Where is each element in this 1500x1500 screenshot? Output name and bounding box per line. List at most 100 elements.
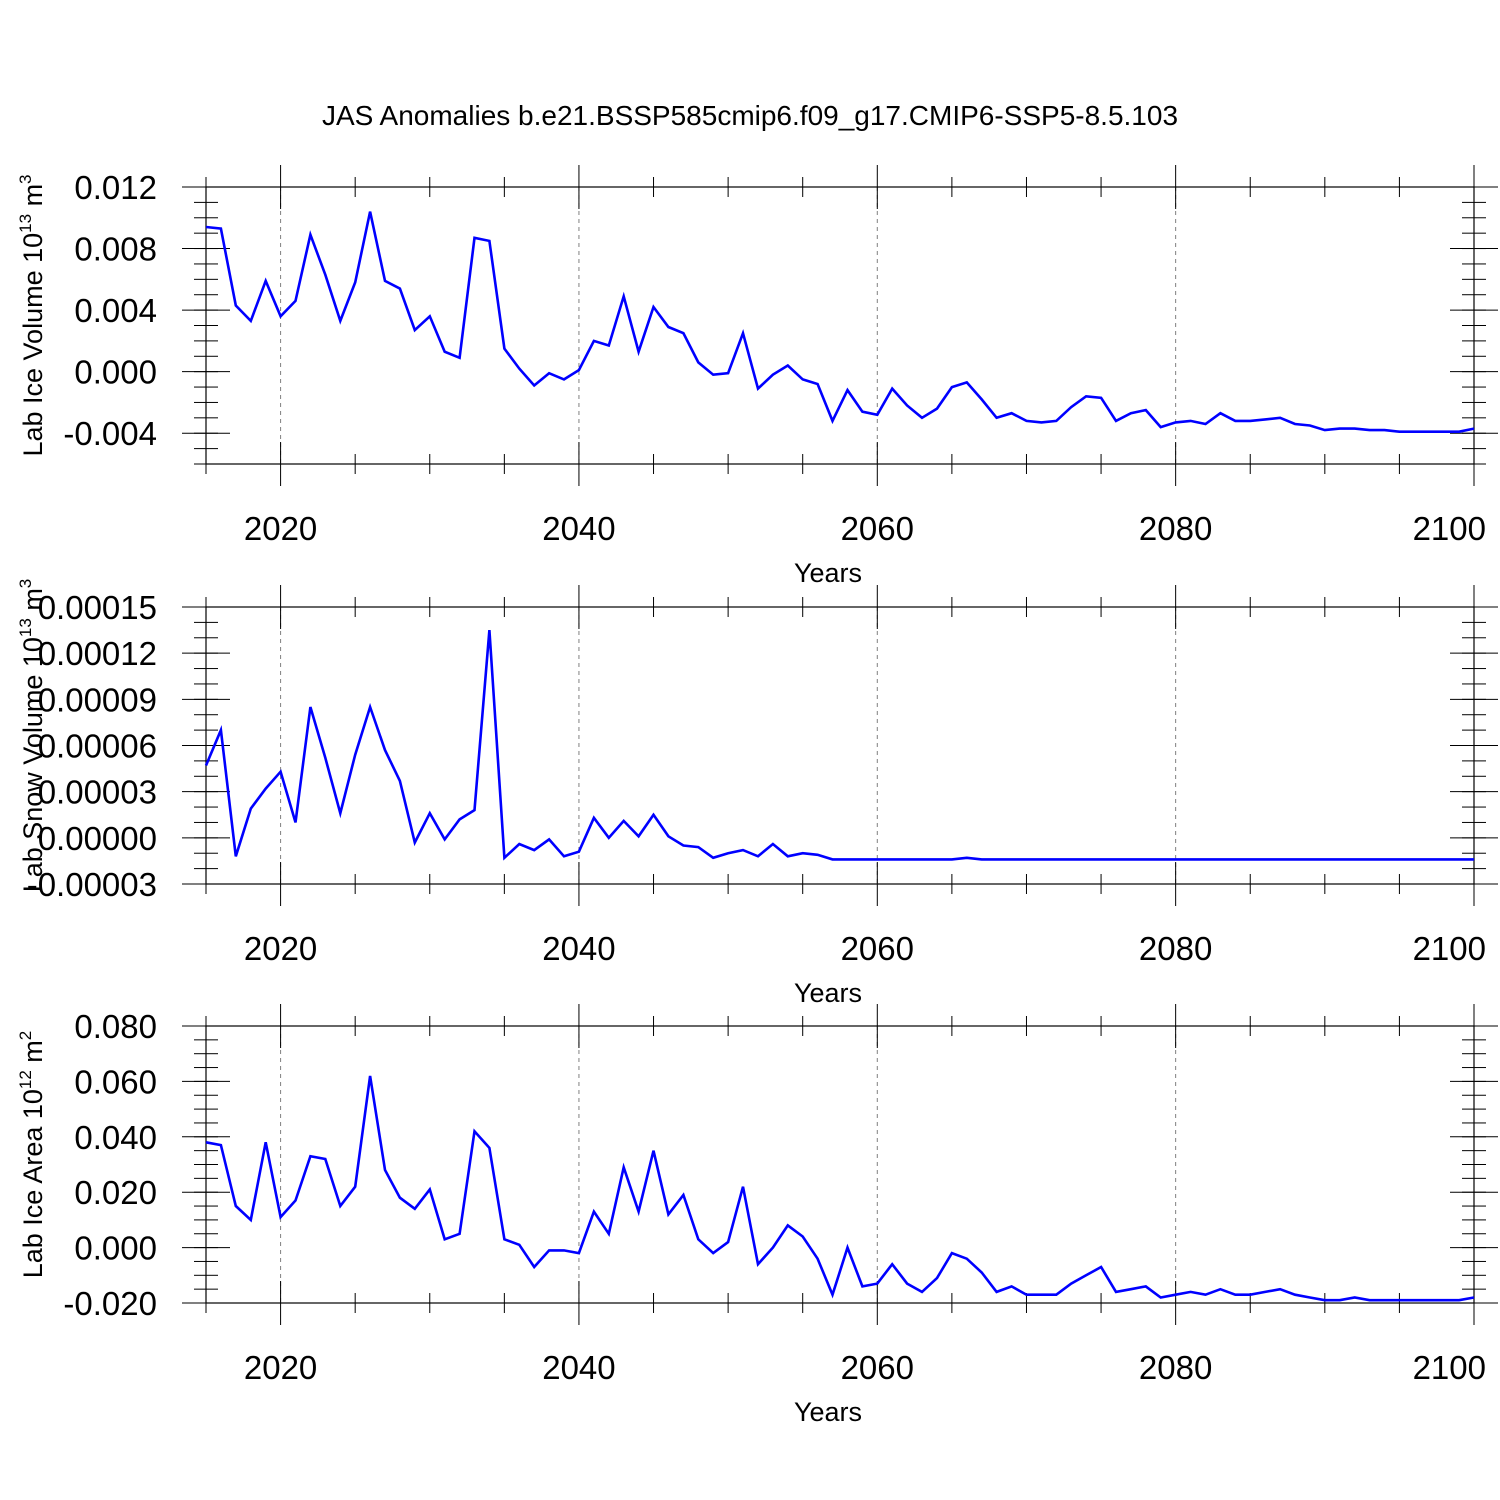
data-point [1309, 424, 1311, 426]
data-point [1025, 1293, 1027, 1295]
data-point [1294, 1293, 1296, 1295]
data-point [1070, 858, 1072, 860]
data-point [1264, 1291, 1266, 1293]
data-point [1413, 430, 1415, 432]
data-point [399, 1197, 401, 1199]
data-point [518, 843, 520, 845]
y-axis-label-unit-power: 3 [16, 579, 35, 588]
data-point [1458, 1299, 1460, 1301]
data-point [354, 1185, 356, 1187]
y-axis-label-text: Lab Ice Volume 10 [18, 233, 48, 457]
data-point [1264, 858, 1266, 860]
x-axis-label: Years [794, 978, 862, 1008]
data-point [458, 1233, 460, 1235]
data-point [682, 844, 684, 846]
data-point [1100, 397, 1102, 399]
data-point [563, 378, 565, 380]
data-point [921, 858, 923, 860]
data-point [488, 629, 490, 631]
data-point [1413, 858, 1415, 860]
data-point [548, 372, 550, 374]
data-point [876, 1282, 878, 1284]
data-point [250, 320, 252, 322]
data-point [235, 855, 237, 857]
data-point [1249, 420, 1251, 422]
y-tick-label: 0.008 [74, 231, 157, 268]
data-point [727, 852, 729, 854]
data-point [1368, 429, 1370, 431]
series-line [205, 211, 1475, 434]
data-point [1383, 429, 1385, 431]
data-point [742, 332, 744, 334]
data-point [250, 1219, 252, 1221]
data-point [1145, 858, 1147, 860]
data-point [1115, 858, 1117, 860]
axes-frame [205, 186, 1475, 465]
data-point [1010, 858, 1012, 860]
data-point [1085, 1274, 1087, 1276]
x-tick-label: 2040 [542, 930, 615, 967]
data-point [966, 857, 968, 859]
y-axis-label: Lab Snow Volume 1013 m3 [16, 579, 48, 893]
x-tick-label: 2080 [1139, 1349, 1212, 1386]
data-point [473, 1130, 475, 1132]
data-point [1115, 1291, 1117, 1293]
data-point [578, 850, 580, 852]
data-point [1204, 858, 1206, 860]
data-point [1234, 420, 1236, 422]
data-point [816, 1257, 818, 1259]
y-tick-label: 0.00006 [38, 728, 157, 765]
data-point [1428, 858, 1430, 860]
data-point [429, 812, 431, 814]
data-point [1010, 412, 1012, 414]
data-point [220, 227, 222, 229]
data-point [1398, 1299, 1400, 1301]
data-point [1324, 1299, 1326, 1301]
data-point [1339, 858, 1341, 860]
data-point [966, 1257, 968, 1259]
data-point [1309, 1296, 1311, 1298]
data-point [533, 1266, 535, 1268]
y-tick-label: 0.060 [74, 1063, 157, 1100]
data-point [533, 384, 535, 386]
data-point [787, 1224, 789, 1226]
data-point [205, 1141, 207, 1143]
data-point [608, 344, 610, 346]
series-line [204, 629, 1474, 861]
data-point [1279, 417, 1281, 419]
data-point [712, 374, 714, 376]
data-point [250, 807, 252, 809]
y-axis-label-unit: m [18, 1040, 48, 1070]
data-point [906, 404, 908, 406]
data-point [1428, 1299, 1430, 1301]
data-point [1279, 858, 1281, 860]
data-point [1055, 420, 1057, 422]
data-point [936, 407, 938, 409]
x-axis-label: Years [794, 1397, 862, 1427]
data-point [458, 357, 460, 359]
data-point [995, 858, 997, 860]
data-point [518, 367, 520, 369]
x-tick-label: 2040 [542, 510, 615, 547]
data-point [384, 1169, 386, 1171]
data-point [1130, 858, 1132, 860]
data-point [757, 387, 759, 389]
data-point [1398, 858, 1400, 860]
data-point [235, 1205, 237, 1207]
data-point [1219, 412, 1221, 414]
data-point [891, 858, 893, 860]
data-point [1279, 1288, 1281, 1290]
data-point [1249, 858, 1251, 860]
data-point [1264, 418, 1266, 420]
data-point [727, 372, 729, 374]
y-tick-label: 0.00015 [38, 589, 157, 626]
data-point [652, 306, 654, 308]
data-point [1324, 858, 1326, 860]
data-point [1160, 858, 1162, 860]
data-point [846, 858, 848, 860]
y-tick-label: 0.012 [74, 169, 157, 206]
data-point [861, 1285, 863, 1287]
x-tick-label: 2080 [1139, 930, 1212, 967]
data-point [1130, 412, 1132, 414]
